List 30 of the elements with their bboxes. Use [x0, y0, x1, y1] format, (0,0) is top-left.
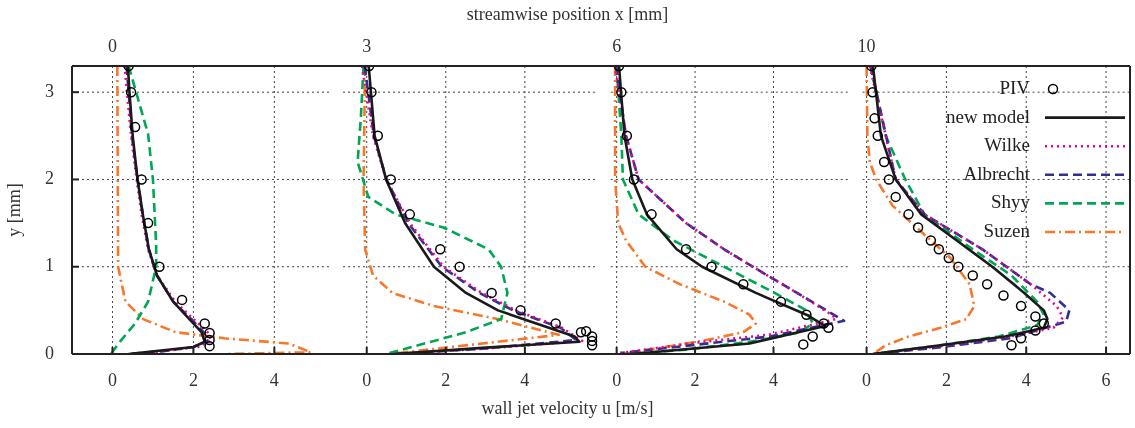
x-tick-label: 2 — [441, 369, 451, 390]
chart-title: 3 — [362, 35, 372, 56]
x-tick-label: 0 — [107, 369, 117, 390]
x-tick-label: 2 — [188, 369, 198, 390]
x-tick-label: 4 — [1021, 369, 1031, 390]
x-tick-label: 2 — [941, 369, 951, 390]
x-tick-label: 4 — [769, 369, 778, 390]
x-tick-label: 4 — [520, 369, 530, 390]
legend-label: Shyy — [990, 191, 1031, 213]
x2-axis-title: streamwise position x [mm] — [465, 4, 670, 25]
y-axis-title: y [mm] — [3, 183, 24, 237]
legend-label: Suzen — [983, 219, 1031, 241]
x-tick-label: 0 — [612, 369, 622, 390]
x-tick-label: 0 — [862, 369, 872, 390]
chart-title: 6 — [612, 35, 622, 56]
y-tick-label: 3 — [45, 80, 54, 101]
legend-label: PIV — [999, 76, 1031, 98]
y-tick-label: 2 — [45, 168, 54, 189]
y-tick-label: 1 — [45, 255, 54, 276]
chart-title: 10 — [857, 35, 876, 56]
x-tick-label: 0 — [362, 369, 372, 390]
y-tick-label: 0 — [45, 342, 54, 363]
x-tick-label: 4 — [269, 369, 279, 390]
legend-label: Albrecht — [963, 162, 1031, 184]
x-tick-label: 2 — [690, 369, 700, 390]
legend-label: Wilke — [984, 134, 1030, 156]
x-axis-title: wall jet velocity u [m/s] — [480, 398, 655, 419]
legend-label: new model — [946, 105, 1030, 127]
x-tick-label: 6 — [1101, 369, 1111, 390]
chart-title: 0 — [107, 35, 117, 56]
